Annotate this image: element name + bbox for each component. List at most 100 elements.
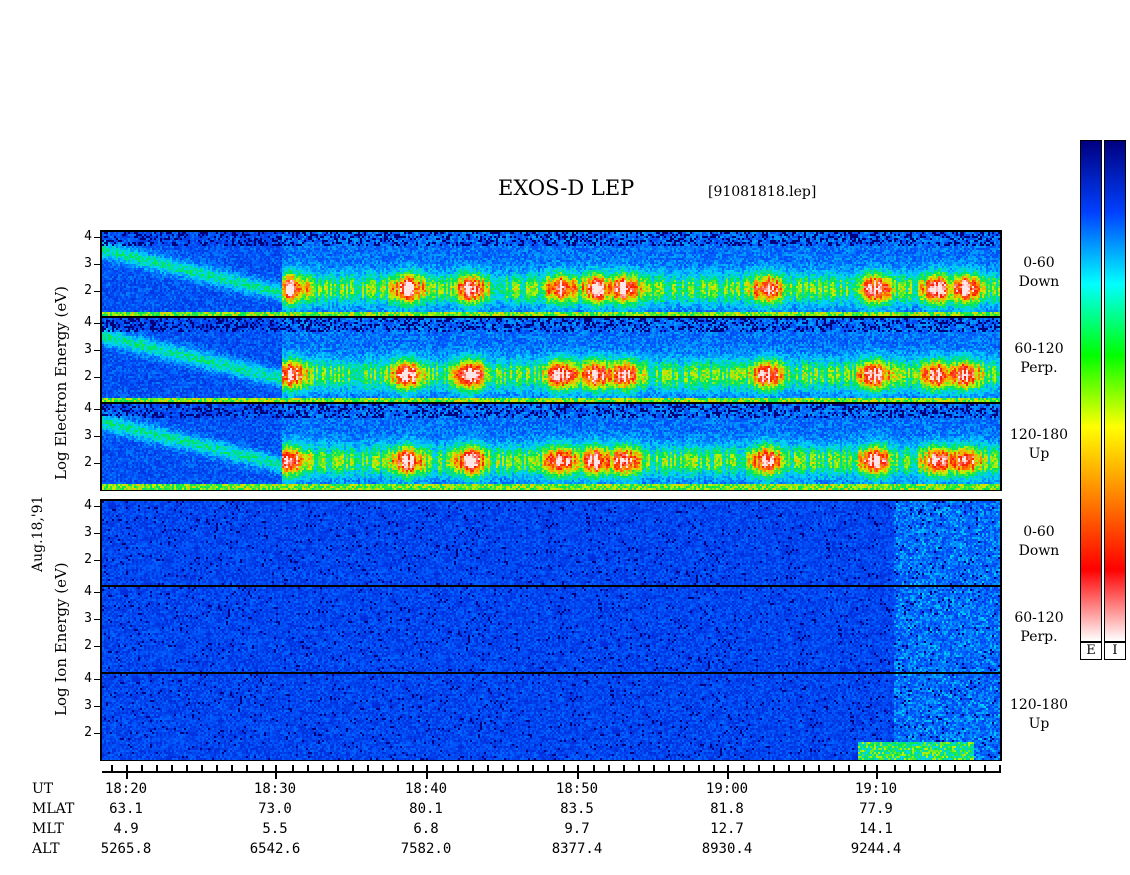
y-tick-label: 3	[84, 698, 92, 714]
y-tick-mark	[94, 679, 100, 681]
x-tick-minor	[487, 765, 490, 773]
x-tick-minor	[231, 765, 234, 773]
x-tick-major	[426, 765, 428, 779]
y-tick-mark	[94, 592, 100, 594]
x-tick-minor	[908, 765, 911, 773]
x-tick-minor	[968, 765, 971, 773]
panel-direction-label: 60-120 Perp.	[1004, 340, 1074, 378]
axis-row-value: 5.5	[262, 821, 288, 837]
colorbar-label-ion: I	[1104, 642, 1126, 660]
x-tick-minor	[682, 765, 685, 773]
x-tick-minor	[773, 765, 776, 773]
x-tick-major	[727, 765, 729, 779]
x-tick-minor	[216, 765, 219, 773]
pitch-angle-label: 0-60	[1023, 255, 1055, 271]
panel-direction-label: 120-180 Up	[1004, 696, 1074, 734]
x-tick-minor	[141, 765, 144, 773]
x-tick-minor	[923, 765, 926, 773]
pitch-angle-label: 60-120	[1014, 341, 1064, 357]
direction-label: Up	[1028, 446, 1050, 462]
y-tick-label: 3	[84, 342, 92, 358]
x-tick-minor	[351, 765, 354, 773]
x-tick-minor	[893, 765, 896, 773]
y-tick-label: 3	[84, 525, 92, 541]
y-tick-mark	[94, 323, 100, 325]
x-tick-minor	[532, 765, 535, 773]
x-tick-minor	[848, 765, 851, 773]
x-tick-minor	[562, 765, 565, 773]
time-axis-line	[102, 771, 1000, 773]
x-tick-minor	[607, 765, 610, 773]
x-tick-minor	[547, 765, 550, 773]
y-tick-label: 4	[84, 671, 92, 687]
x-tick-minor	[953, 765, 956, 773]
y-tick-label: 2	[84, 455, 92, 471]
y-tick-mark	[94, 533, 100, 535]
x-tick-minor	[622, 765, 625, 773]
y-tick-label: 3	[84, 256, 92, 272]
axis-row-value: 7582.0	[400, 841, 452, 857]
axis-row-value: 19:10	[854, 781, 898, 797]
y-tick-label: 4	[84, 315, 92, 331]
x-tick-minor	[652, 765, 655, 773]
x-tick-minor	[457, 765, 460, 773]
x-tick-major	[275, 765, 277, 779]
y-tick-mark	[94, 560, 100, 562]
axis-row-value: 63.1	[109, 801, 143, 817]
axis-row-value: 4.9	[113, 821, 139, 837]
x-tick-minor	[366, 765, 369, 773]
x-tick-minor	[156, 765, 159, 773]
direction-label: Down	[1018, 274, 1060, 290]
axis-row-value: 6542.6	[249, 841, 301, 857]
x-tick-minor	[261, 765, 264, 773]
y-tick-mark	[94, 350, 100, 352]
axis-row-value: 18:20	[104, 781, 148, 797]
spectrogram-ion-up	[102, 674, 1000, 760]
x-tick-minor	[381, 765, 384, 773]
x-tick-minor	[321, 765, 324, 773]
y-tick-label: 3	[84, 428, 92, 444]
panel-frame	[100, 402, 1002, 491]
direction-label: Perp.	[1020, 629, 1058, 645]
x-tick-minor	[788, 765, 791, 773]
direction-label: Down	[1018, 543, 1060, 559]
x-tick-minor	[818, 765, 821, 773]
axis-row-value: 18:50	[555, 781, 599, 797]
x-tick-minor	[472, 765, 475, 773]
panel-direction-label: 0-60 Down	[1004, 254, 1074, 292]
x-tick-minor	[592, 765, 595, 773]
panel-direction-label: 120-180 Up	[1004, 426, 1074, 464]
colorbar-ion	[1104, 140, 1126, 642]
x-tick-minor	[758, 765, 761, 773]
y-tick-label: 3	[84, 611, 92, 627]
spectrogram-ion-perp	[102, 587, 1000, 673]
axis-row-value: 9244.4	[850, 841, 902, 857]
axis-row-value: 12.7	[710, 821, 744, 837]
x-tick-minor	[442, 765, 445, 773]
colorbar-electron	[1080, 140, 1102, 642]
y-tick-mark	[94, 377, 100, 379]
axis-row-value: 19:00	[705, 781, 749, 797]
x-tick-minor	[291, 765, 294, 773]
axis-row-label: MLAT	[32, 801, 75, 817]
pitch-angle-label: 120-180	[1009, 427, 1069, 443]
colorbar-label-electron: E	[1080, 642, 1102, 660]
x-tick-minor	[336, 765, 339, 773]
pitch-angle-label: 120-180	[1009, 697, 1069, 713]
y-tick-mark	[94, 463, 100, 465]
y-tick-mark	[94, 436, 100, 438]
axis-row-value: 18:40	[404, 781, 448, 797]
date-label: Aug.18,'91	[30, 495, 46, 572]
y-tick-label: 2	[84, 369, 92, 385]
electron-ylabel: Log Electron Energy (eV)	[52, 286, 70, 480]
pitch-angle-label: 0-60	[1023, 524, 1055, 540]
spectrogram-electron-up	[102, 404, 1000, 490]
axis-row-label: MLT	[32, 821, 64, 837]
x-tick-minor	[697, 765, 700, 773]
x-tick-minor	[713, 765, 715, 773]
axis-row-value: 83.5	[560, 801, 594, 817]
direction-label: Up	[1028, 716, 1050, 732]
chart-title: EXOS-D LEP	[498, 176, 635, 200]
direction-label: Perp.	[1020, 360, 1058, 376]
y-tick-mark	[94, 619, 100, 621]
